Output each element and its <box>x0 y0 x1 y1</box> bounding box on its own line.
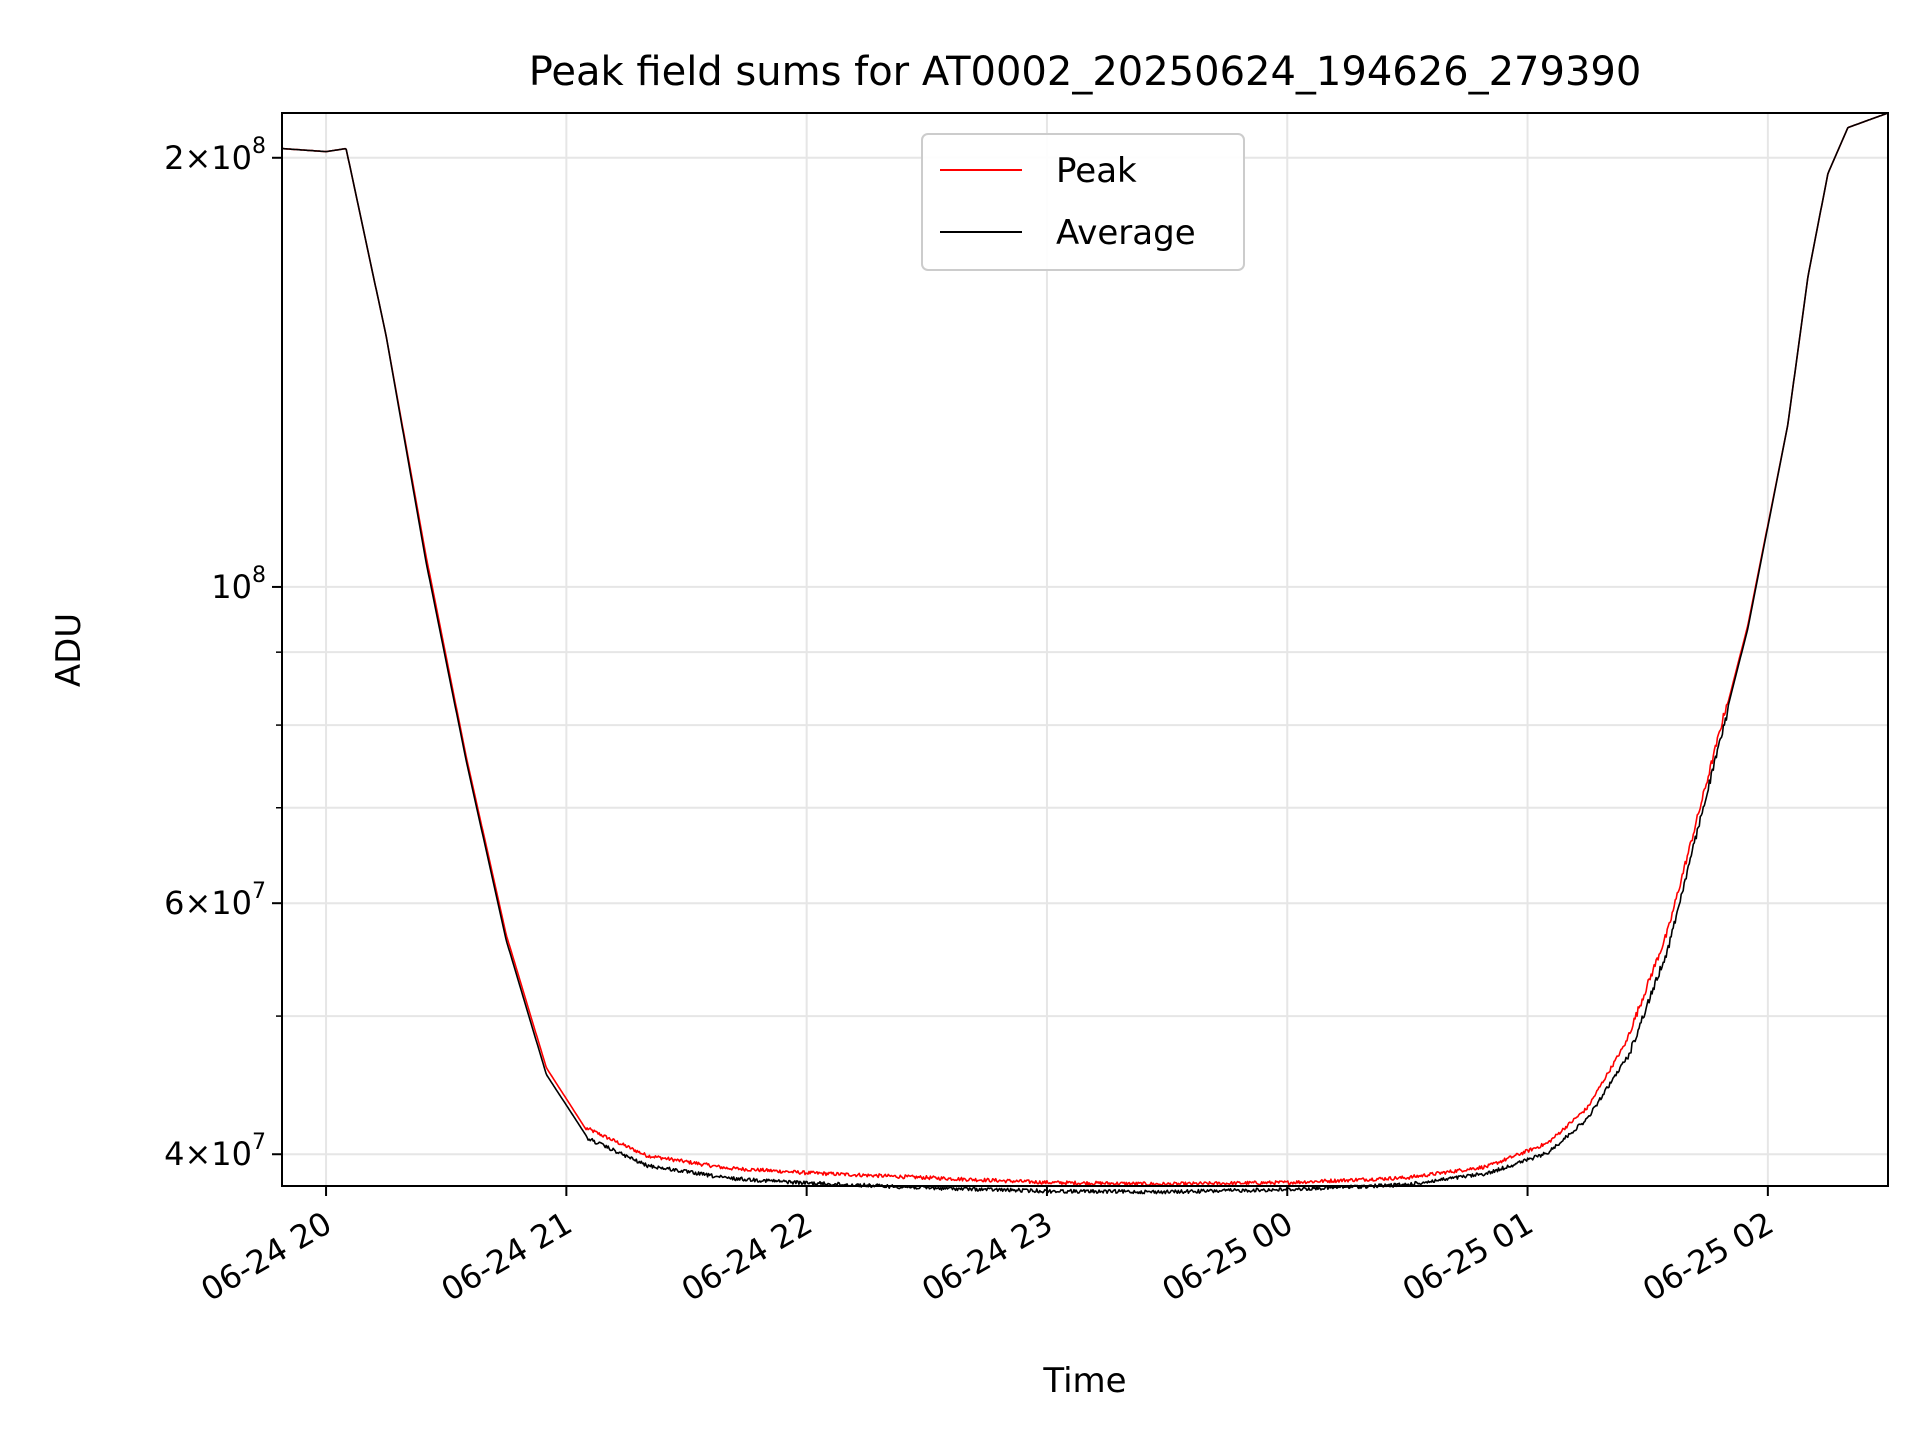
y-tick-label: 4×107 <box>164 1130 266 1173</box>
y-tick-exponent: 7 <box>252 879 266 904</box>
plot-frame <box>281 112 1889 1187</box>
legend: Peak Average <box>921 133 1245 271</box>
x-axis-label: Time <box>1042 1361 1126 1401</box>
series-line-average <box>282 112 1889 1195</box>
series-layer <box>282 112 1889 1195</box>
y-axis-label: ADU <box>49 613 89 687</box>
y-tick-mantissa: 10 <box>211 568 252 606</box>
y-tick-mantissa: 2×10 <box>164 139 252 177</box>
y-tick-label: 108 <box>211 563 266 606</box>
y-tick-exponent: 8 <box>252 134 266 159</box>
y-tick-mantissa: 6×10 <box>164 884 252 922</box>
series-line-peak <box>282 112 1889 1187</box>
chart-title: Peak field sums for AT0002_20250624_1946… <box>529 49 1642 95</box>
y-tick-label: 2×108 <box>164 134 266 177</box>
legend-label-average: Average <box>1056 213 1196 253</box>
y-tick-exponent: 8 <box>252 563 266 588</box>
y-tick-label: 6×107 <box>164 879 266 922</box>
y-tick-exponent: 7 <box>252 1130 266 1155</box>
legend-label-peak: Peak <box>1056 151 1137 191</box>
y-tick-mantissa: 4×10 <box>164 1135 252 1173</box>
legend-frame <box>921 133 1245 271</box>
